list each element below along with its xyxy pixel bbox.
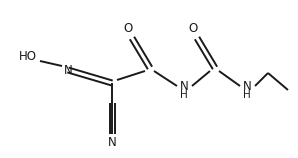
- Text: N: N: [64, 64, 72, 76]
- Text: O: O: [123, 22, 133, 36]
- Text: N: N: [180, 79, 188, 92]
- Text: H: H: [180, 90, 188, 100]
- Text: N: N: [243, 79, 252, 92]
- Text: HO: HO: [19, 49, 37, 63]
- Text: H: H: [243, 90, 251, 100]
- Text: O: O: [188, 22, 198, 36]
- Text: N: N: [108, 137, 117, 149]
